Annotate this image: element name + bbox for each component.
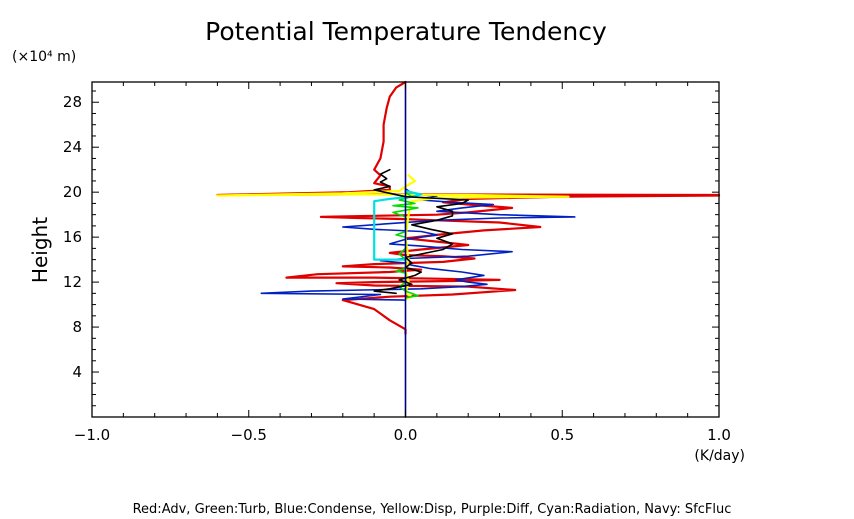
x-tick-label: −0.5 xyxy=(231,426,267,444)
y-tick-label: 28 xyxy=(63,93,82,111)
x-tick-label: 0.0 xyxy=(394,426,418,444)
series-line-radiation xyxy=(373,189,423,261)
y-tick-label: 20 xyxy=(63,183,82,201)
series-layer xyxy=(216,80,721,418)
y-tick-label: 12 xyxy=(63,273,82,291)
x-tick-label: −1.0 xyxy=(74,426,110,444)
legend-text: Red:Adv, Green:Turb, Blue:Condense, Yell… xyxy=(133,502,732,517)
series-line-total xyxy=(373,168,470,295)
ticks-layer: −1.0 −0.5 0.0 0.5 1.0 4 8 12 16 20 24 28 xyxy=(63,82,731,444)
y-tick-label: 16 xyxy=(63,228,82,246)
x-axis-unit: (K/day) xyxy=(694,448,745,464)
chart-title: Potential Temperature Tendency xyxy=(205,17,607,46)
x-tick-label: 0.5 xyxy=(550,426,574,444)
plot-frame xyxy=(91,81,720,418)
y-axis-label: Height xyxy=(28,217,52,283)
series-line-condense xyxy=(260,188,576,301)
y-tick-label: 8 xyxy=(72,318,82,336)
y-tick-label: 24 xyxy=(63,138,82,156)
y-axis-unit: (×10⁴ m) xyxy=(12,49,76,65)
series-line-adv xyxy=(216,80,721,335)
y-tick-label: 4 xyxy=(72,363,82,381)
x-tick-label: 1.0 xyxy=(707,426,731,444)
